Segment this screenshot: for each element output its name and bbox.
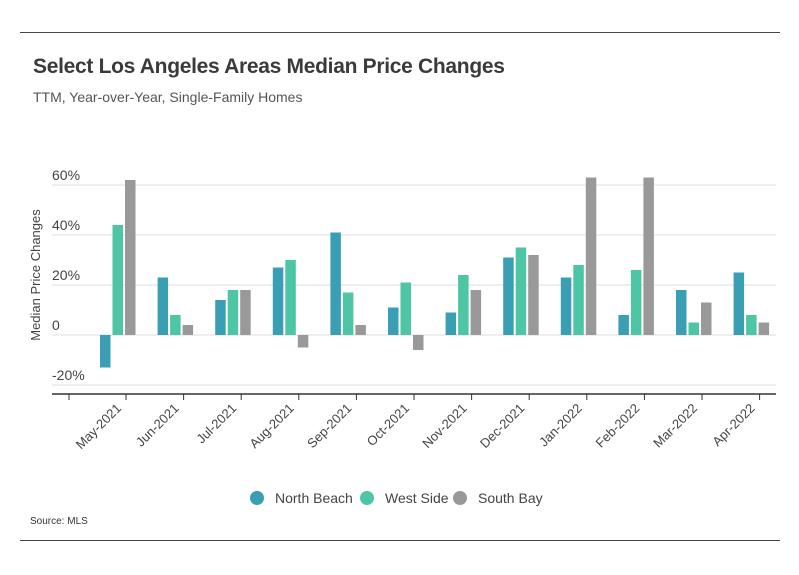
bar-south-bay xyxy=(297,335,309,348)
chart-title: Select Los Angeles Areas Median Price Ch… xyxy=(33,55,505,78)
x-tick-label: Sep-2021 xyxy=(304,401,354,451)
x-tick-label: Feb-2022 xyxy=(593,401,643,451)
legend-marker xyxy=(250,491,264,505)
bar-north-beach xyxy=(733,272,745,335)
x-tick-label: May-2021 xyxy=(73,401,124,452)
bar-north-beach xyxy=(157,277,169,335)
bar-south-bay xyxy=(758,322,770,335)
source-note: Source: MLS xyxy=(30,516,88,527)
bar-west-side xyxy=(630,270,642,335)
bar-west-side xyxy=(227,290,239,335)
bar-south-bay xyxy=(528,255,539,335)
bar-north-beach xyxy=(388,307,399,335)
bar-west-side xyxy=(515,247,527,335)
x-tick-label: Aug-2021 xyxy=(246,401,296,451)
x-tick-label: Nov-2021 xyxy=(419,401,469,451)
bar-south-bay xyxy=(125,180,136,335)
bar-north-beach xyxy=(330,232,341,335)
legend-marker xyxy=(360,491,374,505)
bar-west-side xyxy=(342,292,354,335)
legend-label: West Side xyxy=(385,490,449,506)
bar-south-bay xyxy=(182,325,194,335)
y-tick-label: 0 xyxy=(52,317,60,333)
chart-subtitle: TTM, Year-over-Year, Single-Family Homes xyxy=(33,89,303,105)
bar-south-bay xyxy=(355,325,366,335)
bar-north-beach xyxy=(272,267,284,335)
y-tick-label: 40% xyxy=(52,217,80,233)
bar-west-side xyxy=(112,225,123,335)
bar-north-beach xyxy=(445,312,457,335)
x-tick-label: Jun-2021 xyxy=(133,401,182,450)
bar-west-side xyxy=(285,260,296,335)
y-tick-label: 20% xyxy=(52,267,80,283)
bar-north-beach xyxy=(560,277,572,335)
legend-label: North Beach xyxy=(275,490,353,506)
bar-north-beach xyxy=(215,300,226,335)
bar-south-bay xyxy=(585,177,597,335)
x-tick-label: Jan-2022 xyxy=(536,401,585,450)
legend-marker xyxy=(453,491,467,505)
x-tick-label: Oct-2021 xyxy=(364,401,412,449)
bar-west-side xyxy=(170,315,181,335)
bar-south-bay xyxy=(470,290,482,335)
bar-west-side xyxy=(400,282,411,335)
bar-south-bay xyxy=(413,335,424,350)
bar-south-bay xyxy=(240,290,251,335)
top-rule xyxy=(20,32,780,33)
bar-west-side xyxy=(458,275,469,335)
bar-north-beach xyxy=(676,290,687,335)
x-tick-label: Apr-2022 xyxy=(709,401,757,449)
bar-west-side xyxy=(746,315,757,335)
bar-north-beach xyxy=(618,315,629,335)
x-tick-label: Mar-2022 xyxy=(650,401,700,451)
legend-label: South Bay xyxy=(478,490,543,506)
bottom-rule xyxy=(20,540,780,541)
y-tick-label: -20% xyxy=(52,367,85,383)
x-tick-label: Dec-2021 xyxy=(477,401,527,451)
y-axis-title: Median Price Changes xyxy=(28,209,43,341)
bar-north-beach xyxy=(503,257,514,335)
bar-west-side xyxy=(573,265,584,335)
y-tick-label: 60% xyxy=(52,167,80,183)
bar-south-bay xyxy=(643,177,654,335)
bar-west-side xyxy=(688,322,699,335)
x-tick-label: Jul-2021 xyxy=(193,401,239,447)
bar-south-bay xyxy=(701,302,712,335)
bar-north-beach xyxy=(100,335,111,368)
